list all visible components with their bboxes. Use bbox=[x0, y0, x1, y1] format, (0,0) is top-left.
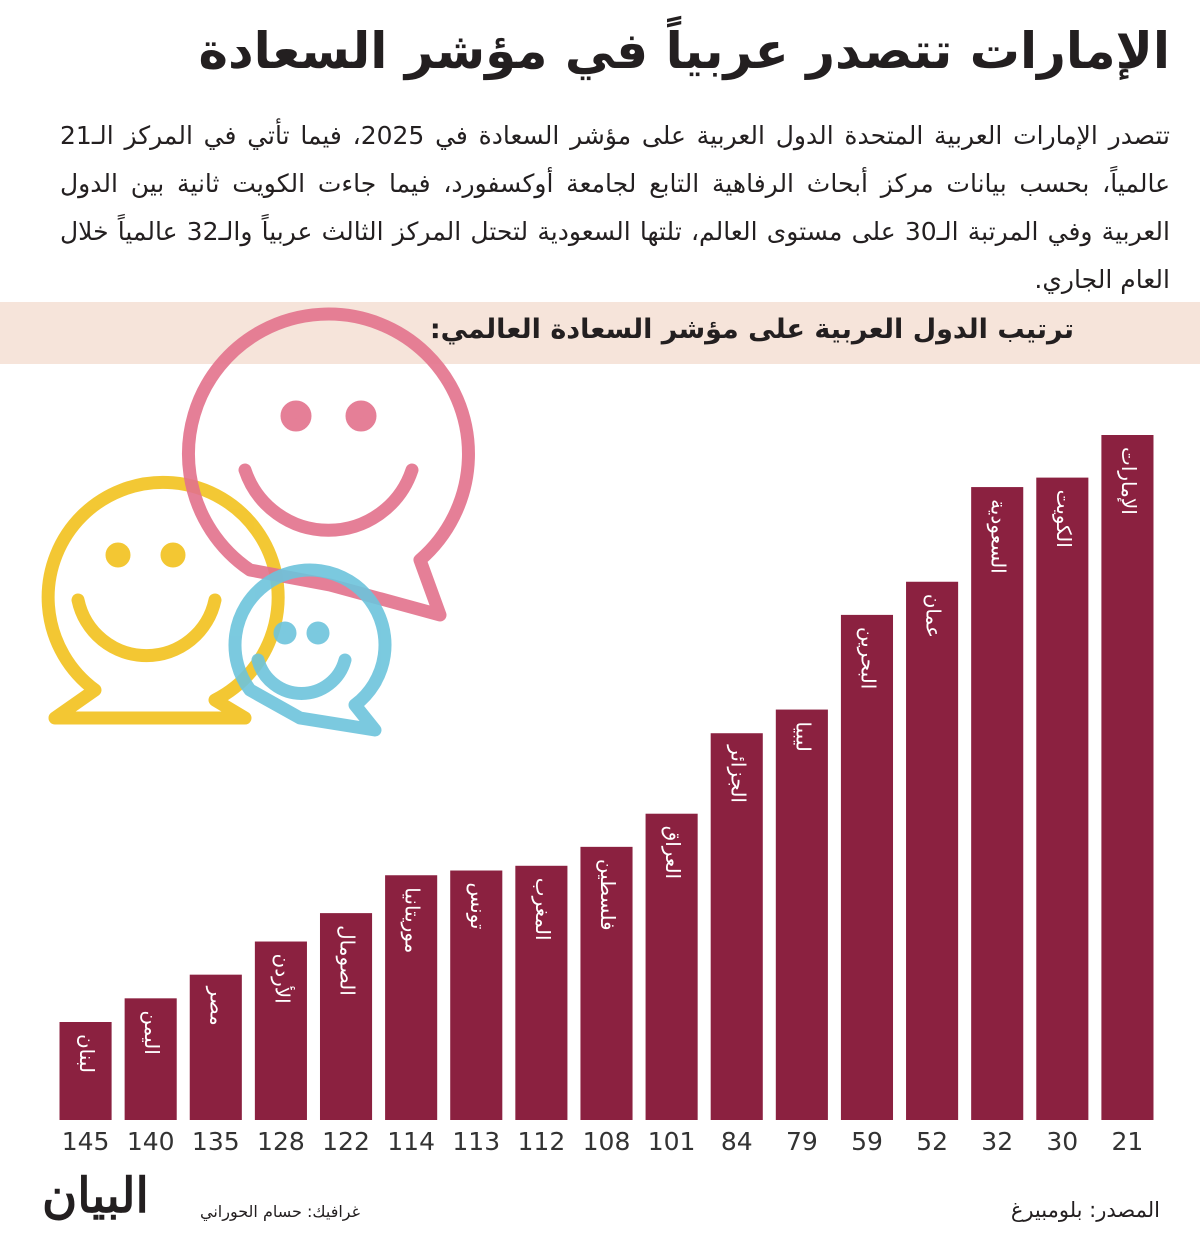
category-label: موريتانيا bbox=[401, 887, 425, 953]
value-label: 32 bbox=[981, 1127, 1013, 1156]
value-label: 30 bbox=[1046, 1127, 1078, 1156]
value-label: 135 bbox=[192, 1127, 240, 1156]
bar bbox=[385, 875, 438, 1120]
value-label: 84 bbox=[721, 1127, 753, 1156]
value-label: 114 bbox=[387, 1127, 435, 1156]
value-label: 52 bbox=[916, 1127, 948, 1156]
bar bbox=[59, 1022, 112, 1120]
category-label: البحرين bbox=[856, 627, 880, 689]
subtitle-band bbox=[0, 302, 1200, 364]
value-label: 21 bbox=[1112, 1127, 1144, 1156]
category-label: الصومال bbox=[336, 925, 360, 996]
value-label: 128 bbox=[257, 1127, 305, 1156]
category-label: المغرب bbox=[531, 878, 555, 941]
category-label: لبنان bbox=[75, 1034, 99, 1073]
value-label: 113 bbox=[452, 1127, 500, 1156]
bar bbox=[189, 974, 242, 1120]
subtitle: ترتيب الدول العربية على مؤشر السعادة الع… bbox=[429, 314, 1074, 345]
bar bbox=[971, 487, 1024, 1120]
value-label: 145 bbox=[62, 1127, 110, 1156]
value-label: 112 bbox=[518, 1127, 566, 1156]
description: تتصدر الإمارات العربية المتحدة الدول الع… bbox=[60, 121, 1170, 294]
value-label: 140 bbox=[127, 1127, 175, 1156]
bar bbox=[1036, 477, 1089, 1120]
category-label: الكويت bbox=[1052, 490, 1076, 548]
category-label: ليبيا bbox=[791, 722, 815, 752]
category-label: عمان bbox=[922, 594, 946, 638]
value-label: 59 bbox=[851, 1127, 883, 1156]
title: الإمارات تتصدر عربياً في مؤشر السعادة bbox=[198, 22, 1170, 80]
bar bbox=[906, 581, 959, 1120]
category-label: مصر bbox=[205, 986, 229, 1026]
category-label: تونس bbox=[466, 883, 490, 930]
bar bbox=[710, 733, 763, 1120]
value-label: 122 bbox=[322, 1127, 370, 1156]
smiley-bubbles bbox=[41, 307, 475, 737]
value-label: 101 bbox=[648, 1127, 696, 1156]
bar bbox=[124, 998, 177, 1120]
value-label: 108 bbox=[583, 1127, 631, 1156]
credit: غرافيك: حسام الحوراني bbox=[200, 1202, 360, 1221]
category-label: العراق bbox=[661, 826, 685, 879]
bar bbox=[319, 913, 373, 1120]
bar bbox=[515, 865, 568, 1120]
bar bbox=[580, 846, 633, 1120]
category-label: اليمن bbox=[140, 1010, 164, 1054]
bar bbox=[450, 870, 503, 1120]
value-label: 79 bbox=[786, 1127, 818, 1156]
bar bbox=[645, 813, 698, 1120]
source: المصدر: بلومبيرغ bbox=[1010, 1198, 1160, 1222]
category-label: الإمارات bbox=[1117, 447, 1141, 515]
category-label: السعودية bbox=[987, 499, 1011, 574]
category-label: الأردن bbox=[270, 954, 294, 1004]
bar bbox=[840, 614, 894, 1120]
bar bbox=[775, 709, 828, 1120]
logo: البيان bbox=[42, 1168, 149, 1224]
bar bbox=[1101, 435, 1154, 1120]
bar bbox=[254, 941, 307, 1120]
category-label: الجزائر bbox=[726, 744, 750, 803]
category-label: فلسطين bbox=[596, 859, 620, 931]
